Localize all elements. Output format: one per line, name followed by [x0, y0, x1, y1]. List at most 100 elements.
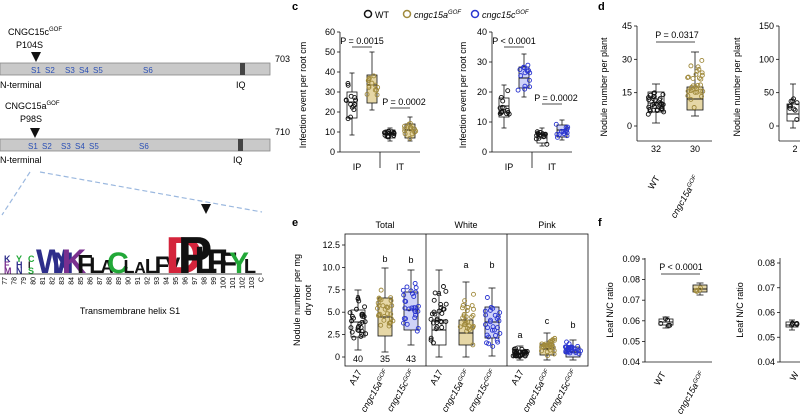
d-a-point [698, 88, 703, 94]
panel-c-right-tick-label: 30 [477, 57, 487, 67]
panel-c-left-tick-label: 40 [325, 67, 335, 77]
panel-f-tick-label: 0.04 [622, 357, 640, 367]
f-right-wt-point [790, 320, 795, 326]
e-0-1-point [385, 305, 391, 311]
panel-f-right-yticks: 0.04 0.05 0.06 0.07 0.08 [757, 258, 780, 367]
c-left-it-a-point [402, 128, 408, 134]
panel-c-left-p2: P = 0.0002 [382, 97, 426, 107]
e-0-2-point [411, 294, 417, 299]
c-right-ip-c-point [522, 86, 528, 92]
logo-tick-label: 84 [69, 277, 76, 285]
e-0-1-point [381, 317, 387, 323]
d-a-point [690, 75, 696, 81]
c-right-ip-c-point [518, 73, 524, 79]
protein2-iq: IQ [233, 155, 243, 165]
c-right-ip-c-point [515, 87, 521, 93]
e-1-0-point [436, 308, 442, 314]
panel-e-tick-label: 5.0 [327, 307, 340, 317]
d-a-point [698, 82, 703, 88]
d-right-wt-point [786, 103, 792, 109]
d-wt-point [659, 104, 665, 109]
e-2-2-point [575, 343, 581, 349]
panel-e-sig-letters: a b b a a b a c b [355, 254, 575, 340]
logo-letter: F [155, 252, 170, 279]
logo-tick-label: 101 [230, 277, 237, 289]
e-1-1-point [464, 308, 470, 313]
d-a-point [685, 75, 691, 81]
logo-letter: D [165, 227, 203, 285]
mutation-arrow-2 [30, 128, 40, 138]
e-0-2-point [412, 315, 418, 321]
logo-tick-label: 89 [116, 277, 123, 285]
d-right-wt-point [794, 100, 800, 106]
logo-letter: K [62, 243, 87, 281]
e-1-1-point [457, 324, 463, 330]
e-0-2-point [404, 284, 410, 290]
e-0-2-point [415, 308, 421, 314]
protein2-nterm: N-terminal [0, 155, 42, 165]
panel-c-left-x-ip: IP [353, 162, 362, 172]
logo-letter: N [52, 247, 74, 280]
panel-e-sig-letter: b [570, 320, 575, 330]
panel-c-right-x-ip: IP [505, 162, 514, 172]
legend-c-marker [470, 9, 480, 19]
logo-letter: W [36, 243, 69, 281]
e-1-2-point [484, 295, 490, 300]
c-left-ip-wt-point [345, 80, 351, 86]
c-right-it-wt-point [535, 130, 541, 136]
d-wt-point [660, 92, 666, 98]
panel-c-left-tick-label: 10 [325, 127, 335, 137]
panel-e-n-a: 35 [380, 354, 390, 364]
panel-a: CNGC15cGOF P104S 703 S1 S2 S3 S4 S5 S6 N… [0, 27, 290, 316]
panel-e-tick-label: 0 [335, 352, 340, 362]
logo-tick-label: 92 [145, 277, 152, 285]
panel-e-sig-letter: b [489, 260, 494, 270]
e-0-2-point [401, 320, 406, 326]
e-1-0-point [443, 288, 449, 294]
panel-e-xlabel: A17 [428, 368, 445, 387]
e-0-1-point [389, 303, 395, 309]
e-0-0-point [356, 298, 362, 304]
protein1-seg-s3: S3 [65, 66, 75, 75]
legend-a-label: cngc15aGOF [414, 10, 461, 20]
e-2-1-point [552, 335, 558, 341]
d-a-point [696, 75, 702, 81]
logo-caption: Transmembrane helix S1 [80, 306, 180, 316]
e-1-2-point [488, 304, 494, 310]
e-0-0-point [359, 331, 365, 337]
logo-small-letter: N [16, 266, 23, 276]
zoom-line-right [39, 171, 263, 213]
logo-tick-label: 103 [249, 277, 256, 289]
panel-c-right-tick-label: 40 [477, 27, 487, 37]
e-0-0-point [360, 311, 366, 317]
c-left-it-a-point [407, 126, 413, 132]
panel-c-right-tick-label: 10 [477, 117, 487, 127]
panel-d-right-yticks: 0 50 100 150 [759, 21, 779, 131]
c-right-it-wt-point [544, 141, 550, 147]
logo-small-letter: S [28, 266, 34, 276]
logo-letter: L [89, 253, 102, 278]
e-1-2-point [488, 317, 493, 323]
panel-d: d Nodule number per plant 0 15 30 45 P = 0.… [598, 1, 800, 220]
e-0-1-point [388, 295, 394, 301]
panel-d-right-tick-label: 150 [759, 21, 774, 31]
e-2-1-point [539, 348, 544, 354]
c-right-ip-wt-point [504, 111, 510, 117]
logo-letter: V [166, 253, 181, 278]
logo-mutation-arrow [201, 204, 211, 214]
protein2-seg-s3: S3 [61, 142, 71, 151]
e-0-2-point [413, 289, 419, 295]
logo-tick-label: 95 [173, 277, 180, 285]
e-0-1-point [384, 311, 390, 317]
panel-e-yticks: 0 2.5 5.0 7.5 10.0 12.5 [322, 240, 345, 362]
e-1-1-point [466, 323, 472, 329]
c-right-ip-wt-point [498, 94, 504, 100]
protein1-seg-s6: S6 [143, 66, 153, 75]
panel-d-x-wt: WT [646, 174, 662, 192]
e-1-0-point [438, 318, 444, 324]
e-1-2-point [490, 343, 496, 349]
panel-f-right-tick-label: 0.05 [757, 332, 775, 342]
logo-tick-label: C [259, 277, 266, 282]
protein1-seg-s1: S1 [31, 66, 41, 75]
logo-tick-label: 80 [31, 277, 38, 285]
